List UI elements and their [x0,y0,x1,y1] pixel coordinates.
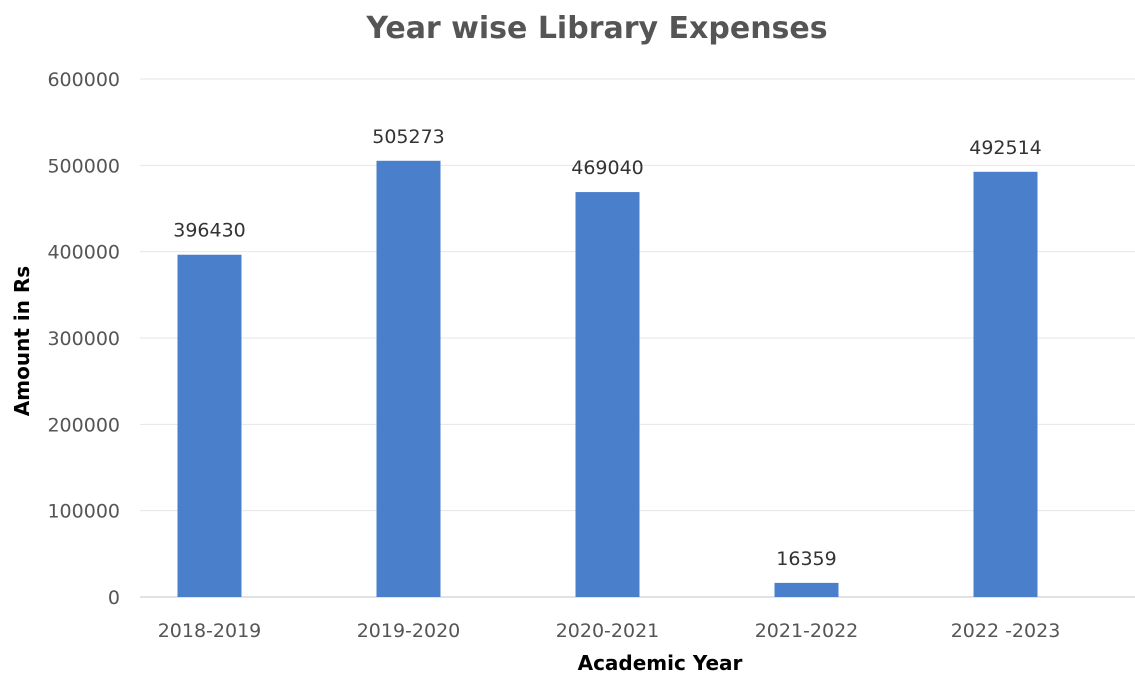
bars [177,160,1038,597]
x-axis-ticks: 2018-2019 2019-2020 2020-2021 2021-2022 2022… [158,620,1061,642]
x-tick-label: 2021-2022 [755,620,859,642]
y-tick-label: 200000 [47,414,120,436]
y-tick-label: 600000 [47,69,120,91]
data-label: 505273 [372,126,445,148]
data-label: 396430 [173,220,246,242]
x-tick-label: 2022 -2023 [951,620,1061,642]
chart-title: Year wise Library Expenses [365,11,827,46]
y-tick-label: 0 [108,587,120,609]
bar [973,171,1038,597]
y-tick-label: 500000 [47,155,120,177]
y-tick-label: 100000 [47,501,120,523]
data-label: 492514 [969,137,1042,159]
y-tick-label: 400000 [47,242,120,264]
data-label: 16359 [776,548,836,570]
x-tick-label: 2020-2021 [556,620,660,642]
bar [774,582,839,597]
x-tick-label: 2019-2020 [357,620,461,642]
y-tick-label: 300000 [47,328,120,350]
bar [575,192,640,597]
data-label: 469040 [571,157,644,179]
data-labels: 396430 505273 469040 16359 492514 [173,126,1042,570]
y-axis-title: Amount in Rs [10,266,34,416]
bar [376,160,441,597]
x-tick-label: 2018-2019 [158,620,262,642]
bar [177,254,242,597]
x-axis-title: Academic Year [578,651,743,675]
y-axis-ticks: 0 100000 200000 300000 400000 500000 600000 [47,69,120,609]
